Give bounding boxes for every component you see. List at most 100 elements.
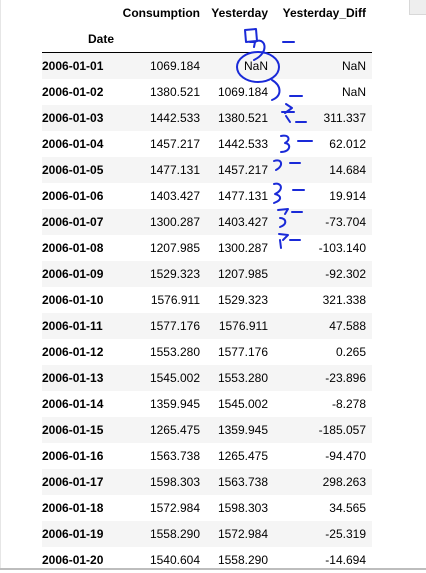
table-row: 2006-01-19 1558.290 1572.984 -25.319 xyxy=(42,520,372,547)
cell-yesterday: 1359.945 xyxy=(217,422,268,437)
bottom-scrollbar[interactable] xyxy=(0,568,426,570)
cell-yesterday-diff: -14.694 xyxy=(325,552,366,567)
cell-consumption: 1545.002 xyxy=(149,370,200,385)
left-edge-line xyxy=(0,0,1,570)
row-index-date: 2006-01-01 xyxy=(42,58,104,73)
cell-consumption: 1403.427 xyxy=(149,188,200,203)
row-index-date: 2006-01-04 xyxy=(42,136,104,151)
cell-yesterday-diff: -185.057 xyxy=(318,422,366,437)
blank-header-cell xyxy=(42,0,118,26)
cell-consumption: 1477.131 xyxy=(149,162,200,177)
table-row: 2006-01-17 1598.303 1563.738 298.263 xyxy=(42,468,372,495)
corner-box xyxy=(409,0,426,15)
cell-yesterday-diff: 14.684 xyxy=(329,162,366,177)
cell-yesterday-diff: -8.278 xyxy=(331,396,366,411)
cell-consumption: 1069.184 xyxy=(149,58,200,73)
row-index-date: 2006-01-15 xyxy=(42,422,104,437)
row-index-date: 2006-01-14 xyxy=(42,396,104,411)
cell-consumption: 1540.604 xyxy=(149,552,200,567)
cell-yesterday: 1529.323 xyxy=(217,292,268,307)
cell-consumption: 1457.217 xyxy=(149,136,200,151)
table-row: 2006-01-15 1265.475 1359.945 -185.057 xyxy=(42,416,372,443)
cell-yesterday-diff: -25.319 xyxy=(325,526,366,541)
blank-header-cell xyxy=(274,26,372,53)
table-header: Consumption Yesterday Yesterday_Diff Dat… xyxy=(42,0,372,53)
row-index-date: 2006-01-19 xyxy=(42,526,104,541)
cell-yesterday-diff: 47.588 xyxy=(329,318,366,333)
cell-consumption: 1529.323 xyxy=(149,266,200,281)
row-index-date: 2006-01-17 xyxy=(42,474,104,489)
cell-yesterday: 1553.280 xyxy=(217,370,268,385)
cell-yesterday: 1598.303 xyxy=(217,500,268,515)
cell-yesterday: 1558.290 xyxy=(217,552,268,567)
cell-yesterday-diff: -23.896 xyxy=(325,370,366,385)
table-row: 2006-01-06 1403.427 1477.131 19.914 xyxy=(42,183,372,209)
column-header-row: Consumption Yesterday Yesterday_Diff xyxy=(42,0,372,26)
cell-consumption: 1577.176 xyxy=(149,318,200,333)
table-row: 2006-01-12 1553.280 1577.176 0.265 xyxy=(42,339,372,365)
table-row: 2006-01-09 1529.323 1207.985 -92.302 xyxy=(42,260,372,287)
column-header-yesterday: Yesterday xyxy=(211,6,268,20)
blank-header-cell xyxy=(206,26,274,53)
row-index-date: 2006-01-10 xyxy=(42,292,104,307)
table-row: 2006-01-20 1540.604 1558.290 -14.694 xyxy=(42,547,372,573)
cell-consumption: 1265.475 xyxy=(149,422,200,437)
table-row: 2006-01-11 1577.176 1576.911 47.588 xyxy=(42,312,372,339)
cell-yesterday-diff: NaN xyxy=(341,84,366,99)
cell-yesterday: 1442.533 xyxy=(217,136,268,151)
row-index-date: 2006-01-03 xyxy=(42,110,104,125)
column-header-yesterday-diff: Yesterday_Diff xyxy=(282,6,366,20)
cell-consumption: 1558.290 xyxy=(149,526,200,541)
cell-yesterday-diff: -94.470 xyxy=(325,448,366,463)
cell-consumption: 1442.533 xyxy=(149,110,200,125)
cell-yesterday-diff: -92.302 xyxy=(325,266,366,281)
dataframe-output: Consumption Yesterday Yesterday_Diff Dat… xyxy=(42,0,372,573)
cell-yesterday-diff: 321.338 xyxy=(322,292,366,307)
cell-consumption: 1572.984 xyxy=(149,500,200,515)
cell-yesterday: 1545.002 xyxy=(217,396,268,411)
row-index-date: 2006-01-18 xyxy=(42,500,104,515)
table-row: 2006-01-18 1572.984 1598.303 34.565 xyxy=(42,495,372,521)
row-index-date: 2006-01-12 xyxy=(42,344,104,359)
cell-yesterday: 1576.911 xyxy=(218,318,268,333)
index-name-row: Date xyxy=(42,26,372,53)
cell-yesterday: 1572.984 xyxy=(217,526,268,541)
cell-consumption: 1207.985 xyxy=(149,240,200,255)
cell-yesterday: 1577.176 xyxy=(217,344,268,359)
dataframe-table: Consumption Yesterday Yesterday_Diff Dat… xyxy=(42,0,372,573)
row-index-date: 2006-01-11 xyxy=(42,318,103,333)
cell-yesterday-diff: NaN xyxy=(341,58,366,73)
table-row: 2006-01-14 1359.945 1545.002 -8.278 xyxy=(42,391,372,417)
row-index-date: 2006-01-08 xyxy=(42,240,104,255)
table-row: 2006-01-03 1442.533 1380.521 311.337 xyxy=(42,104,372,131)
table-row: 2006-01-05 1477.131 1457.217 14.684 xyxy=(42,156,372,183)
cell-yesterday: 1265.475 xyxy=(217,448,268,463)
cell-consumption: 1359.945 xyxy=(149,396,200,411)
row-index-date: 2006-01-07 xyxy=(42,214,104,229)
row-index-date: 2006-01-13 xyxy=(42,370,104,385)
table-row: 2006-01-02 1380.521 1069.184 NaN xyxy=(42,79,372,105)
cell-consumption: 1598.303 xyxy=(149,474,200,489)
cell-consumption: 1576.911 xyxy=(150,292,200,307)
cell-yesterday: 1069.184 xyxy=(217,84,268,99)
cell-yesterday: 1207.985 xyxy=(217,266,268,281)
cell-yesterday-diff: 62.012 xyxy=(329,136,366,151)
row-index-date: 2006-01-06 xyxy=(42,188,104,203)
table-row: 2006-01-07 1300.287 1403.427 -73.704 xyxy=(42,208,372,235)
cell-yesterday: 1477.131 xyxy=(217,188,268,203)
cell-consumption: 1553.280 xyxy=(149,344,200,359)
cell-yesterday-diff: 298.263 xyxy=(322,474,366,489)
cell-yesterday-diff: 19.914 xyxy=(329,188,366,203)
row-index-date: 2006-01-09 xyxy=(42,266,104,281)
cell-yesterday-diff: 311.337 xyxy=(323,110,367,125)
cell-yesterday: 1403.427 xyxy=(217,214,268,229)
cell-yesterday: 1563.738 xyxy=(217,474,268,489)
table-body: 2006-01-01 1069.184 NaN NaN 2006-01-02 1380.5… xyxy=(42,52,372,573)
cell-yesterday: NaN xyxy=(243,58,268,73)
cell-yesterday: 1300.287 xyxy=(217,240,268,255)
row-index-date: 2006-01-05 xyxy=(42,162,104,177)
cell-yesterday-diff: -103.140 xyxy=(318,240,366,255)
row-index-date: 2006-01-16 xyxy=(42,448,104,463)
table-row: 2006-01-01 1069.184 NaN NaN xyxy=(42,52,372,79)
cell-yesterday-diff: 0.265 xyxy=(335,344,366,359)
